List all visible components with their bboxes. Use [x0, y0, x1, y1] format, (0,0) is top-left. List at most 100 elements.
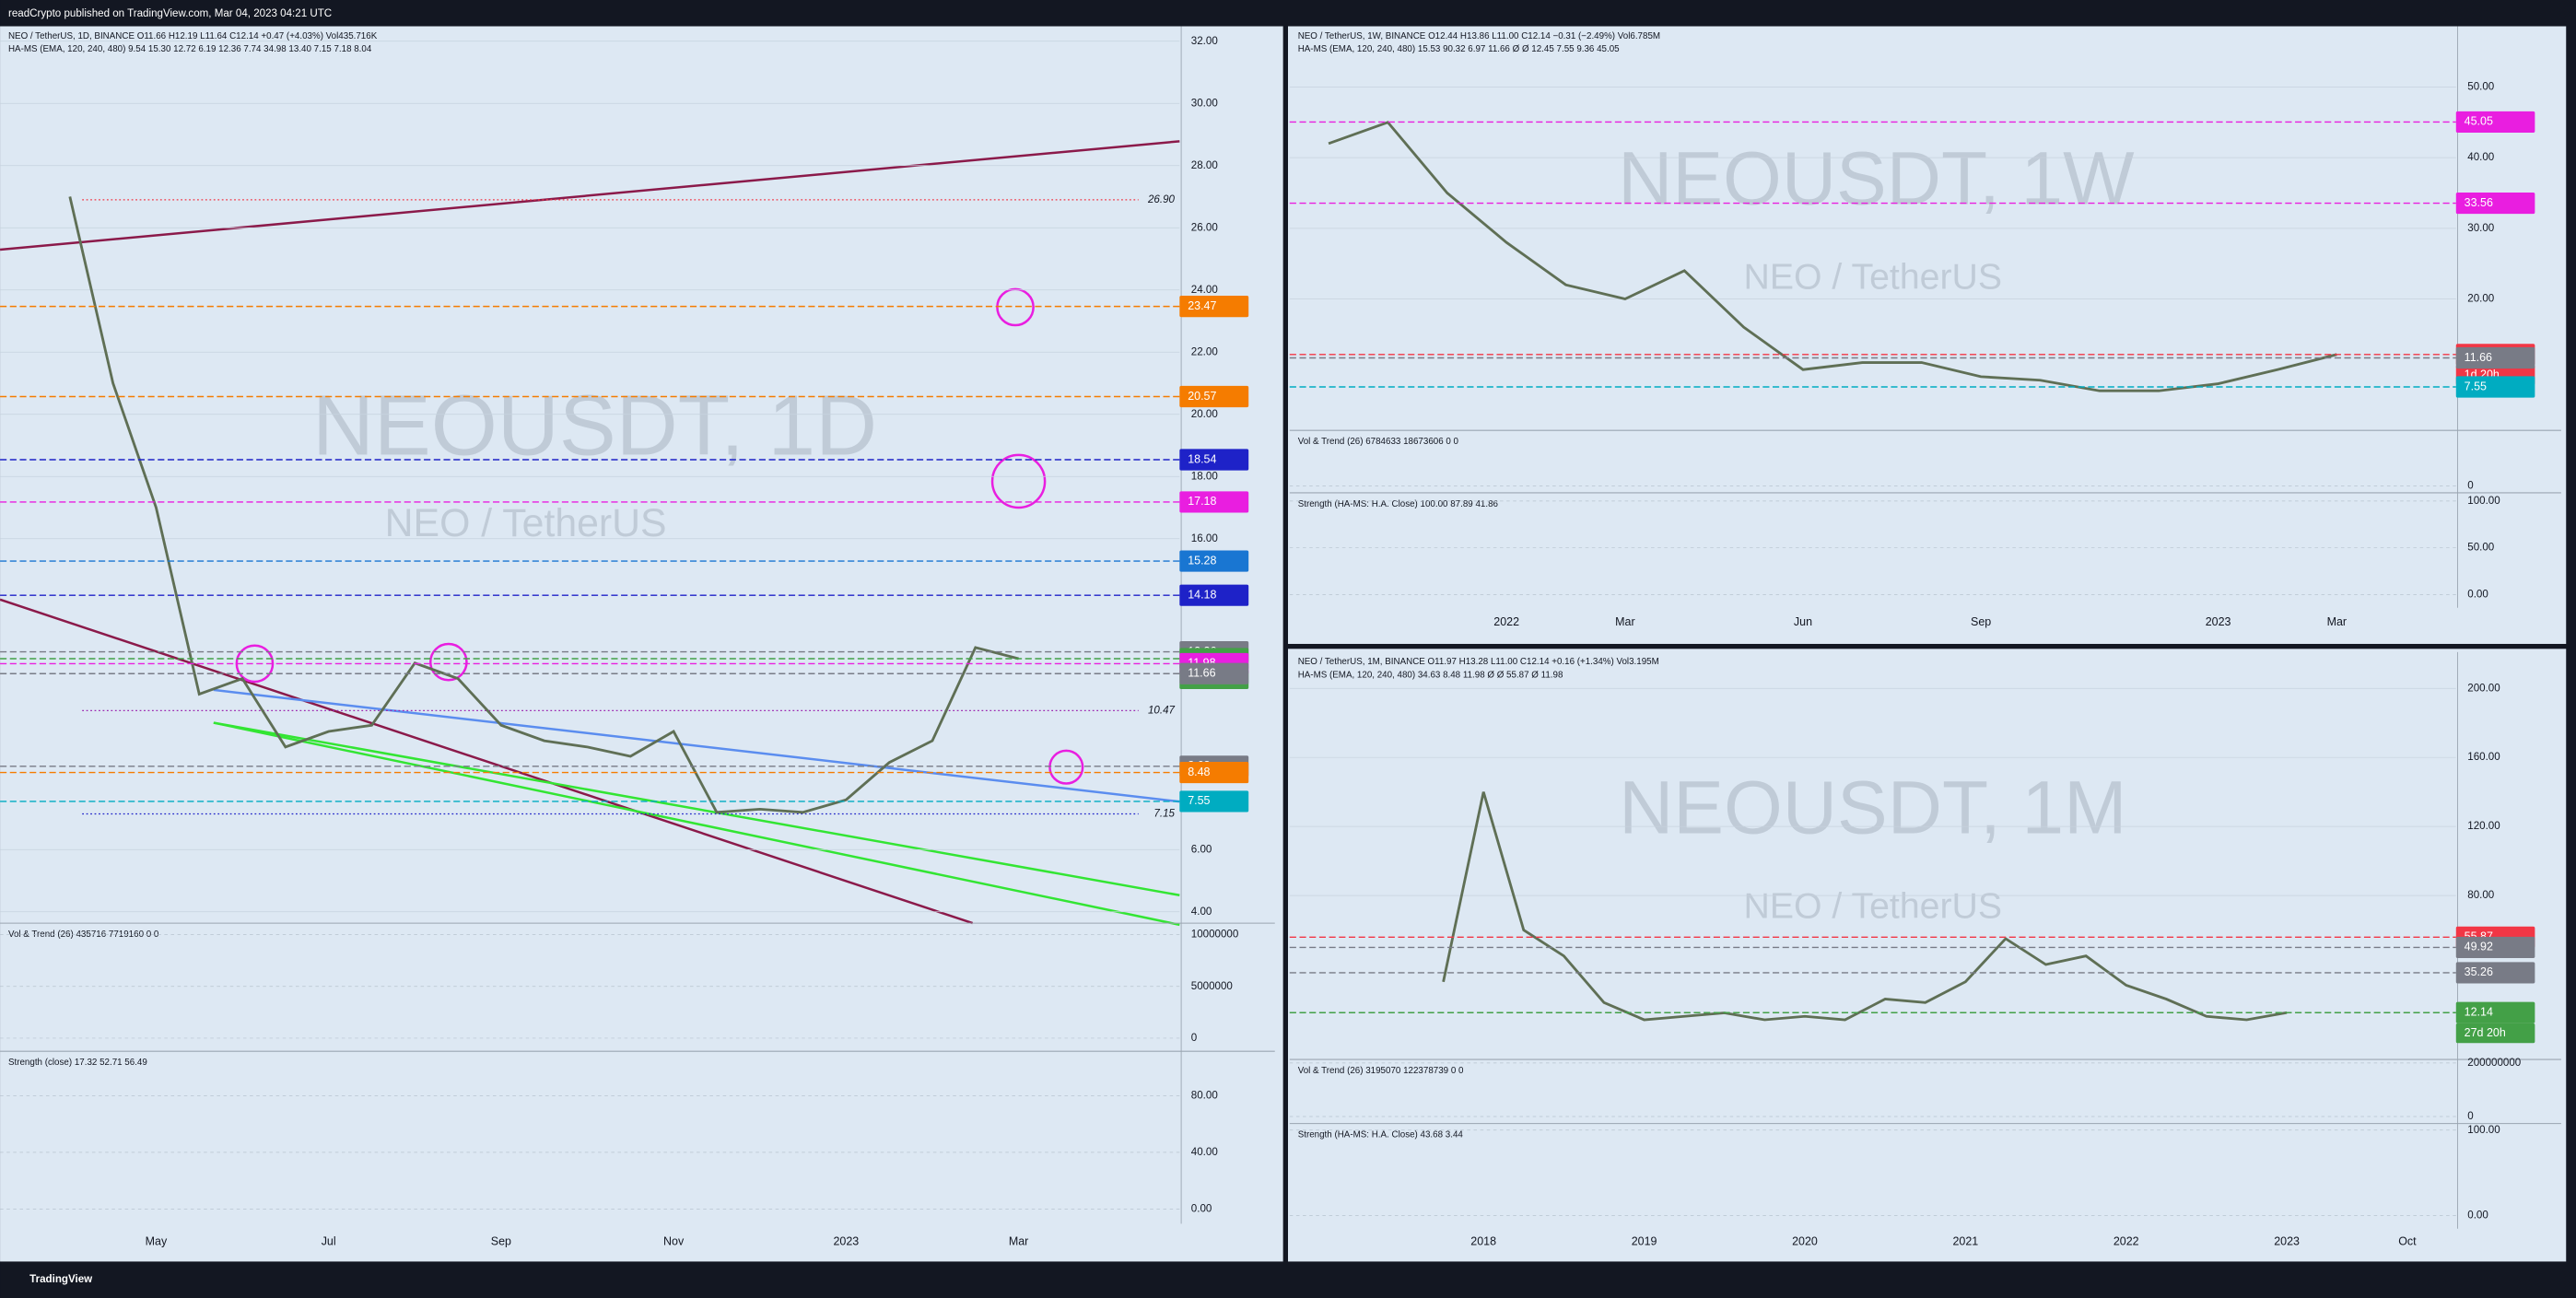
- price-badge: [2455, 192, 2535, 215]
- price-badge-label: 11.66: [1188, 667, 1215, 680]
- price-line: [1328, 121, 2337, 392]
- marker-circle: [996, 287, 1035, 327]
- pane-tick-label: 5000000: [1191, 981, 1233, 992]
- x-tick-label: 2023: [2206, 615, 2231, 628]
- pane-tick-label: 0.00: [2467, 1210, 2488, 1222]
- pane-title: Strength (close) 17.32 52.71 56.49: [8, 1058, 147, 1068]
- panel-1w: [1288, 26, 2567, 644]
- x-tick-label: 2019: [1632, 1234, 1657, 1247]
- pane-tick-label: 0: [1191, 1033, 1197, 1044]
- x-tick-label: Sep: [1971, 615, 1991, 628]
- y-tick-label: 6.00: [1191, 844, 1212, 855]
- pane-tick-label: 40.00: [1191, 1147, 1218, 1158]
- price-badge: [1179, 584, 1249, 606]
- indicator-legend: HA-MS (EMA, 120, 240, 480) 15.53 90.32 6…: [1298, 44, 1620, 54]
- y-tick-label: 120.00: [2467, 821, 2500, 832]
- indicator-legend: HA-MS (EMA, 120, 240, 480) 9.54 15.30 12…: [8, 44, 372, 54]
- x-tick-label: 2023: [2274, 1234, 2300, 1247]
- marker-circle: [428, 642, 468, 682]
- pane-tick-label: 0: [2467, 1111, 2473, 1122]
- symbol-legend: NEO / TetherUS, 1W, BINANCE O12.44 H13.8…: [1298, 31, 1660, 41]
- price-badge-label: 20.57: [1188, 390, 1216, 403]
- price-badge-label: 17.18: [1188, 495, 1216, 508]
- x-tick-label: 2022: [1493, 615, 1519, 628]
- pane-title: Vol & Trend (26) 435716 7719160 0 0: [8, 930, 159, 940]
- watermark: NEOUSDT, 1W: [1618, 136, 2135, 220]
- price-badge-label: 49.92: [2465, 941, 2493, 953]
- price-badge-label: 7.55: [1188, 794, 1210, 807]
- price-badge-label: 15.28: [1188, 554, 1216, 567]
- y-tick-label: 30.00: [2467, 223, 2494, 234]
- price-badge-label: 12.14: [2465, 1006, 2493, 1019]
- y-tick-label: 4.00: [1191, 906, 1212, 918]
- y-tick-label: 16.00: [1191, 533, 1218, 544]
- y-tick-label: 18.00: [1191, 471, 1218, 482]
- symbol-legend: NEO / TetherUS, 1M, BINANCE O11.97 H13.2…: [1298, 657, 1659, 667]
- watermark: NEOUSDT, 1M: [1619, 766, 2126, 849]
- price-badge-label: 45.05: [2465, 115, 2493, 128]
- x-tick-label: Sep: [491, 1234, 511, 1247]
- price-badge: [1179, 449, 1249, 471]
- price-badge-sub: [2455, 1023, 2535, 1044]
- x-tick-label: 2022: [2113, 1234, 2139, 1247]
- price-badge: [1179, 550, 1249, 572]
- price-badge: [2455, 111, 2535, 134]
- x-tick-label: Jun: [1794, 615, 1812, 628]
- x-tick-label: 2020: [1792, 1234, 1818, 1247]
- price-badge: [1179, 662, 1249, 684]
- price-badge: [2455, 962, 2535, 984]
- price-line: [1442, 791, 2288, 1022]
- y-tick-label: 40.00: [2467, 152, 2494, 163]
- pane-tick-label: 100.00: [2467, 496, 2500, 507]
- x-tick-label: Mar: [1615, 615, 1634, 628]
- trend-line: [213, 721, 1180, 927]
- level-label: 26.90: [1147, 194, 1176, 205]
- price-badge-label: 7.55: [2465, 380, 2487, 392]
- x-tick-label: Jul: [322, 1234, 336, 1247]
- pane-tick-label: 10000000: [1191, 930, 1239, 941]
- x-tick-label: 2021: [1952, 1234, 1978, 1247]
- x-tick-label: Mar: [1009, 1234, 1028, 1247]
- footer-brand: TradingView: [29, 1274, 93, 1285]
- price-badge-label: 23.47: [1188, 299, 1216, 312]
- trend-line: [213, 721, 1180, 897]
- y-tick-label: 200.00: [2467, 683, 2500, 694]
- pane-tick-label: 50.00: [2467, 543, 2494, 554]
- y-tick-label: 20.00: [2467, 294, 2494, 305]
- marker-circle: [990, 453, 1047, 509]
- x-tick-label: 2023: [833, 1234, 859, 1247]
- pane-title: Strength (HA-MS: H.A. Close) 43.68 3.44: [1298, 1130, 1464, 1140]
- price-badge: [1179, 385, 1249, 408]
- watermark-sub: NEO / TetherUS: [1744, 885, 2002, 926]
- price-badge: [2455, 376, 2535, 398]
- x-tick-label: 2018: [1470, 1234, 1496, 1247]
- y-tick-label: 32.00: [1191, 36, 1218, 47]
- price-badge: [2455, 346, 2535, 369]
- pane-tick-label: 80.00: [1191, 1090, 1218, 1101]
- price-line: [68, 196, 1019, 814]
- y-tick-label: 80.00: [2467, 890, 2494, 901]
- price-badge: [1179, 790, 1249, 813]
- x-tick-label: Mar: [2327, 615, 2347, 628]
- watermark: NEOUSDT, 1D: [312, 377, 877, 473]
- price-badge-label: 8.48: [1188, 766, 1210, 778]
- price-badge: [1179, 761, 1249, 784]
- y-tick-label: 28.00: [1191, 160, 1218, 171]
- y-tick-label: 160.00: [2467, 752, 2500, 763]
- marker-circle: [1048, 749, 1084, 785]
- price-badge-countdown: 27d 20h: [2465, 1026, 2506, 1039]
- panel-1m: [1288, 649, 2567, 1262]
- indicator-legend: HA-MS (EMA, 120, 240, 480) 34.63 8.48 11…: [1298, 670, 1563, 680]
- price-badge-label: 11.66: [2465, 351, 2492, 364]
- y-tick-label: 20.00: [1191, 409, 1218, 420]
- y-tick-label: 50.00: [2467, 82, 2494, 93]
- level-label: 7.15: [1153, 809, 1175, 820]
- price-badge-label: 18.54: [1188, 452, 1216, 465]
- pane-tick-label: 200000000: [2467, 1058, 2521, 1069]
- price-badge-label: 14.18: [1188, 588, 1216, 601]
- watermark-sub: NEO / TetherUS: [385, 501, 667, 545]
- pane-title: Strength (HA-MS: H.A. Close) 100.00 87.8…: [1298, 499, 1499, 509]
- symbol-legend: NEO / TetherUS, 1D, BINANCE O11.66 H12.1…: [8, 31, 378, 41]
